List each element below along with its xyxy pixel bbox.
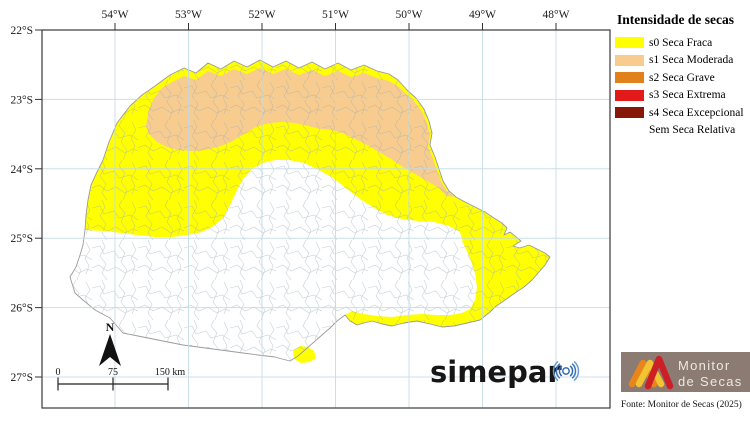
lat-label: 26°S (11, 303, 34, 315)
lat-label: 27°S (11, 372, 34, 384)
legend-swatch-s2 (615, 72, 644, 84)
longitude-labels: 54°W 53°W 52°W 51°W 50°W 49°W 48°W (102, 9, 570, 21)
legend-label-no-drought: Sem Seca Relativa (649, 124, 736, 137)
lon-label: 49°W (469, 9, 496, 21)
legend: Intensidade de secas s0 Seca Fraca s1 Se… (615, 12, 750, 139)
legend-item-s3: s3 Seca Extrema (615, 87, 750, 105)
latitude-labels: 22°S 23°S 24°S 25°S 26°S 27°S (11, 25, 34, 384)
legend-swatch-no-drought (615, 125, 644, 136)
lon-label: 51°W (322, 9, 349, 21)
legend-title: Intensidade de secas (617, 12, 735, 27)
monitor-de-secas-logo: Monitor de Secas (621, 352, 750, 392)
lon-label: 50°W (396, 9, 423, 21)
legend-swatch-s4 (615, 107, 644, 119)
lat-label: 25°S (11, 233, 34, 245)
lon-label: 53°W (175, 9, 202, 21)
lon-label: 54°W (102, 9, 129, 21)
legend-item-s2: s2 Seca Grave (615, 69, 750, 87)
municipality-boundaries-texture (70, 60, 550, 361)
scale-bar: 0 75 150 km (56, 367, 186, 391)
north-arrow-icon (99, 334, 121, 366)
simepar-signal-icon (552, 360, 580, 382)
legend-swatch-s1 (615, 54, 644, 66)
lon-label: 52°W (249, 9, 276, 21)
scale-label-75: 75 (108, 367, 118, 378)
legend-label-s1: s1 Seca Moderada (649, 54, 734, 67)
simepar-wordmark: simepar (430, 355, 562, 389)
source-text: Fonte: Monitor de Secas (2025) (621, 399, 742, 410)
monitor-m-icon (628, 355, 674, 390)
legend-swatch-s3 (615, 89, 644, 101)
lon-label: 48°W (543, 9, 570, 21)
monitor-logo-line2: de Secas (678, 374, 743, 389)
legend-item-s0: s0 Seca Fraca (615, 34, 750, 52)
monitor-logo-line1: Monitor (678, 358, 730, 373)
scale-label-150km: 150 km (155, 367, 186, 378)
legend-label-s3: s3 Seca Extrema (649, 89, 726, 102)
simepar-logo: simepar (430, 355, 580, 389)
north-arrow: N (99, 320, 121, 366)
legend-label-s0: s0 Seca Fraca (649, 36, 713, 49)
lat-label: 23°S (11, 94, 34, 106)
legend-item-no-drought: Sem Seca Relativa (615, 122, 750, 140)
legend-item-s4: s4 Seca Excepcional (615, 104, 750, 122)
lat-label: 22°S (11, 25, 34, 37)
map-frame (41, 29, 611, 409)
legend-label-s4: s4 Seca Excepcional (649, 106, 744, 119)
north-arrow-label: N (106, 320, 115, 334)
lat-label: 24°S (11, 164, 34, 176)
legend-swatch-s0 (615, 37, 644, 49)
legend-item-s1: s1 Seca Moderada (615, 52, 750, 70)
axis-ticks (35, 23, 557, 378)
scale-label-0: 0 (56, 367, 61, 378)
graticule-gridlines (42, 30, 610, 408)
legend-label-s2: s2 Seca Grave (649, 71, 715, 84)
